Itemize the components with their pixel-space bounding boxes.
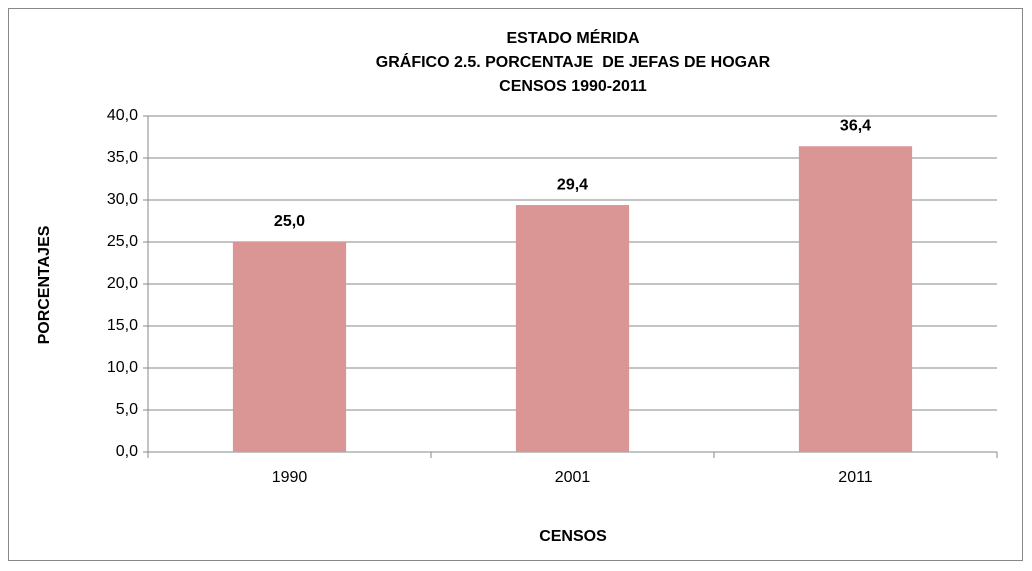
x-tick-label: 1990 <box>272 469 308 486</box>
y-tick-label: 30,0 <box>107 191 138 208</box>
y-tick-label: 20,0 <box>107 275 138 292</box>
y-tick-label: 10,0 <box>107 359 138 376</box>
y-tick-label: 40,0 <box>107 107 138 124</box>
data-label: 29,4 <box>557 176 588 193</box>
bar <box>232 242 347 452</box>
bar <box>515 205 630 452</box>
chart-title: GRÁFICO 2.5. PORCENTAJE DE JEFAS DE HOGA… <box>376 52 771 71</box>
x-tick-label: 2001 <box>555 469 591 486</box>
x-axis-label: CENSOS <box>539 528 607 545</box>
y-tick-label: 25,0 <box>107 233 138 250</box>
chart-title: ESTADO MÉRIDA <box>506 28 639 47</box>
y-tick-label: 35,0 <box>107 149 138 166</box>
x-tick-label: 2011 <box>838 469 873 486</box>
bar <box>798 146 913 453</box>
data-label: 36,4 <box>840 117 871 134</box>
y-tick-label: 5,0 <box>116 401 138 418</box>
data-label: 25,0 <box>274 213 305 230</box>
chart-title: CENSOS 1990-2011 <box>499 78 647 95</box>
y-tick-label: 15,0 <box>107 317 138 334</box>
y-axis-label: PORCENTAJES <box>36 225 53 344</box>
y-tick-label: 0,0 <box>116 443 138 460</box>
